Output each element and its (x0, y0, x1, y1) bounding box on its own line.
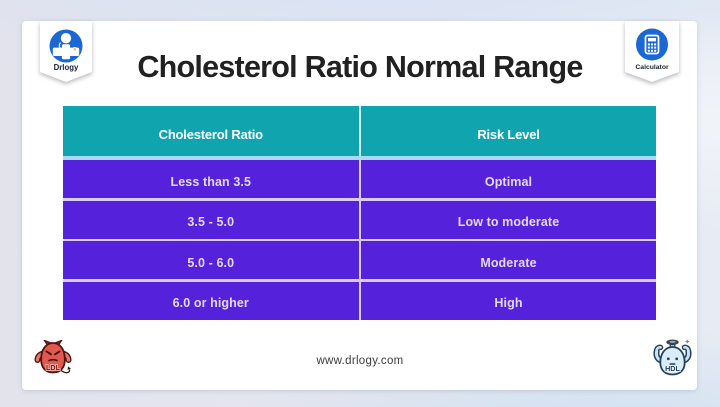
svg-text:Calculator: Calculator (635, 64, 669, 71)
svg-text:HDL: HDL (665, 364, 680, 373)
svg-text:LDL: LDL (46, 363, 61, 372)
svg-text:LDL: LDL (46, 363, 61, 372)
svg-text:Drlogy: Drlogy (54, 63, 79, 72)
svg-text:HDL: HDL (665, 364, 680, 373)
